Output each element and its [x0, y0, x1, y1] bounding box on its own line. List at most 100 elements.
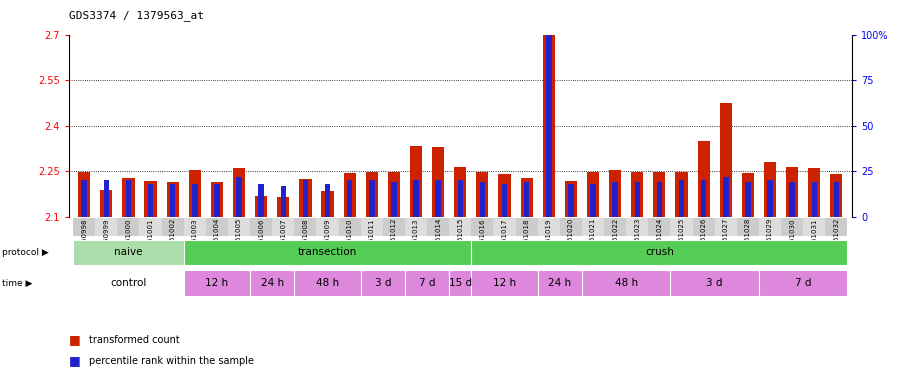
Text: GSM251016: GSM251016 — [479, 218, 485, 261]
Text: GDS3374 / 1379563_at: GDS3374 / 1379563_at — [69, 10, 203, 20]
Text: GSM251029: GSM251029 — [767, 218, 773, 260]
Text: ■: ■ — [69, 333, 84, 346]
Bar — [369, 180, 375, 217]
Bar — [104, 180, 109, 217]
Bar — [339, 218, 361, 236]
Bar — [830, 174, 843, 217]
Bar — [649, 218, 671, 236]
Text: GSM251024: GSM251024 — [657, 218, 662, 260]
Text: crush: crush — [645, 247, 674, 258]
Text: 48 h: 48 h — [316, 278, 339, 288]
Bar — [73, 218, 95, 236]
Bar — [211, 182, 223, 217]
Bar — [671, 218, 692, 236]
Bar — [147, 184, 153, 217]
Text: GSM251011: GSM251011 — [369, 218, 375, 261]
Text: time ▶: time ▶ — [2, 279, 32, 288]
Text: GSM251027: GSM251027 — [723, 218, 729, 260]
Bar — [125, 180, 131, 217]
Bar — [139, 218, 161, 236]
Bar — [294, 270, 361, 296]
Text: 7 d: 7 d — [419, 278, 435, 288]
Text: GSM251028: GSM251028 — [745, 218, 751, 260]
Bar — [73, 240, 184, 265]
Bar — [671, 270, 759, 296]
Bar — [449, 270, 472, 296]
Bar — [825, 218, 847, 236]
Bar — [365, 172, 378, 217]
Bar — [189, 170, 201, 217]
Text: control: control — [110, 278, 147, 288]
Bar — [723, 177, 728, 217]
Bar — [520, 178, 533, 217]
Text: transformed count: transformed count — [89, 335, 180, 345]
Bar — [692, 218, 714, 236]
Text: 48 h: 48 h — [615, 278, 638, 288]
Bar — [720, 103, 732, 217]
Bar — [480, 182, 485, 217]
Bar — [781, 218, 803, 236]
Bar — [627, 218, 649, 236]
Bar — [590, 184, 595, 217]
Bar — [698, 141, 710, 217]
Bar — [317, 218, 339, 236]
Bar — [834, 182, 839, 217]
Text: GSM251005: GSM251005 — [236, 218, 242, 260]
Bar — [258, 184, 264, 217]
Bar — [560, 218, 582, 236]
Bar — [184, 270, 250, 296]
Text: GSM251026: GSM251026 — [701, 218, 706, 260]
Bar — [472, 270, 538, 296]
Bar — [167, 182, 179, 217]
Bar — [742, 173, 754, 217]
Bar — [538, 270, 582, 296]
Text: GSM251017: GSM251017 — [502, 218, 507, 261]
Bar — [472, 240, 847, 265]
Text: GSM251007: GSM251007 — [280, 218, 287, 261]
Text: GSM251021: GSM251021 — [590, 218, 596, 260]
Bar — [161, 218, 184, 236]
Text: ■: ■ — [69, 354, 84, 367]
Bar — [542, 35, 555, 217]
Text: 24 h: 24 h — [261, 278, 284, 288]
Text: GSM251018: GSM251018 — [524, 218, 529, 261]
Text: GSM251012: GSM251012 — [391, 218, 397, 260]
Text: GSM251003: GSM251003 — [191, 218, 198, 261]
Text: GSM251009: GSM251009 — [324, 218, 331, 261]
Bar — [546, 35, 551, 217]
Bar — [206, 218, 228, 236]
Bar — [214, 184, 220, 217]
Bar — [387, 172, 400, 217]
Bar — [78, 172, 91, 217]
Bar — [759, 270, 847, 296]
Bar — [587, 172, 599, 217]
Text: GSM251008: GSM251008 — [302, 218, 309, 261]
Text: GSM250999: GSM250999 — [104, 218, 109, 261]
Bar — [278, 197, 289, 217]
Bar — [764, 162, 776, 217]
Bar — [184, 240, 472, 265]
Bar — [250, 218, 272, 236]
Text: GSM251014: GSM251014 — [435, 218, 442, 260]
Bar — [236, 177, 242, 217]
Bar — [457, 180, 463, 217]
Bar — [322, 191, 333, 217]
Bar — [714, 218, 736, 236]
Bar — [410, 146, 422, 217]
Text: GSM251015: GSM251015 — [457, 218, 463, 260]
Bar — [361, 218, 383, 236]
Bar — [300, 179, 311, 217]
Bar — [803, 218, 825, 236]
Text: percentile rank within the sample: percentile rank within the sample — [89, 356, 254, 366]
Bar — [613, 182, 618, 217]
Text: GSM251019: GSM251019 — [546, 218, 551, 261]
Bar — [192, 184, 198, 217]
Text: 24 h: 24 h — [549, 278, 572, 288]
Bar — [476, 172, 488, 217]
Bar — [294, 218, 317, 236]
Bar — [302, 180, 308, 217]
Text: transection: transection — [298, 247, 357, 258]
Bar — [427, 218, 449, 236]
Bar — [184, 218, 206, 236]
Bar — [604, 218, 627, 236]
